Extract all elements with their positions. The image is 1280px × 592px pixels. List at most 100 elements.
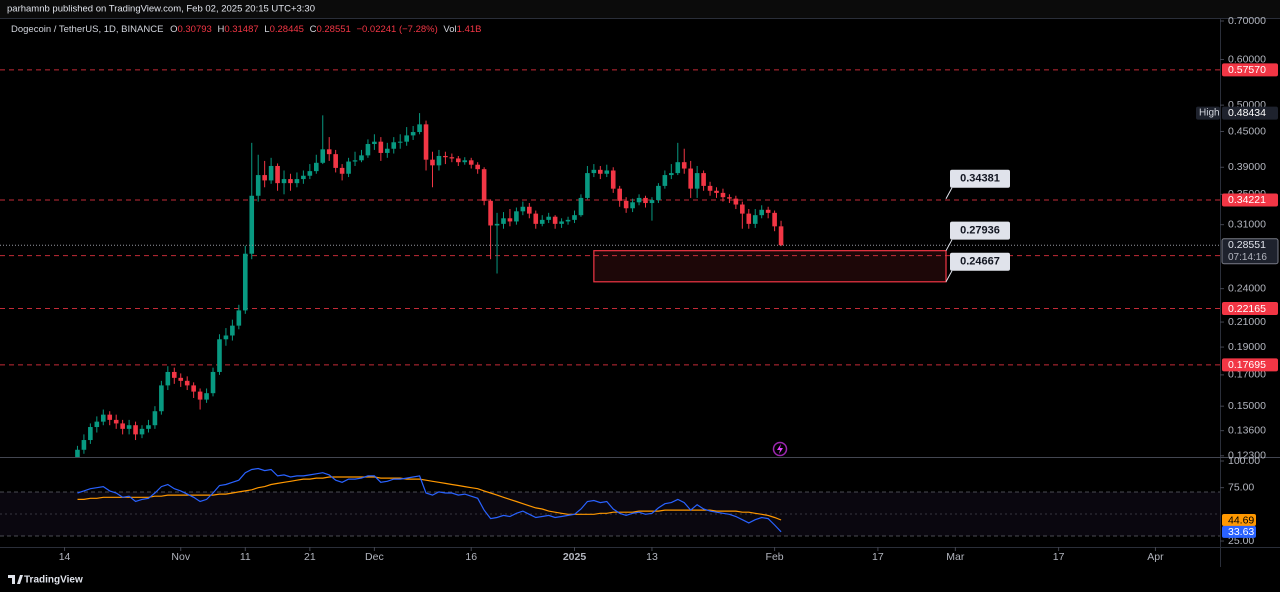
candle-body xyxy=(752,215,758,224)
candle-body xyxy=(359,155,364,161)
countdown: 07:14:16 xyxy=(1228,252,1267,263)
y-tick-label: 0.15000 xyxy=(1228,400,1266,412)
candle-body xyxy=(707,185,713,191)
x-tick-label: 16 xyxy=(465,551,477,563)
candle-body xyxy=(598,169,603,174)
logo-icon xyxy=(8,575,23,584)
candle-body xyxy=(301,175,306,180)
legend-l-value: 0.28445 xyxy=(270,24,304,35)
legend-h: H xyxy=(217,24,224,35)
candle-body xyxy=(746,213,752,224)
candle-body xyxy=(204,393,209,400)
legend-o: O xyxy=(170,24,177,35)
legend-vol: Vol xyxy=(443,24,456,35)
candle-body xyxy=(223,335,229,340)
candle-body xyxy=(585,173,590,198)
candle-body xyxy=(294,179,300,184)
callout-box xyxy=(950,221,1010,240)
candle-body xyxy=(249,195,255,254)
candle-body xyxy=(507,218,513,222)
candle-body xyxy=(527,206,532,214)
candle-body xyxy=(94,421,100,428)
candle-body xyxy=(610,170,616,189)
candle-body xyxy=(346,161,351,174)
legend-c: C xyxy=(310,24,317,35)
candle-body xyxy=(572,215,577,220)
candle-body xyxy=(591,169,597,174)
candle-body xyxy=(352,160,358,162)
y-tick-label: 0.17000 xyxy=(1228,369,1266,381)
candle-body xyxy=(410,132,416,136)
y-tick-label: 0.70000 xyxy=(1228,15,1266,27)
callout-pointer xyxy=(945,239,953,251)
candle-body xyxy=(462,160,468,163)
candle-body xyxy=(623,200,629,209)
candle-body xyxy=(494,223,500,226)
candle-body xyxy=(617,188,622,201)
candle-body xyxy=(669,173,674,176)
footer-bar xyxy=(0,567,1280,592)
rsi-band xyxy=(0,492,1220,536)
candle-body xyxy=(604,170,610,174)
candle-body xyxy=(159,385,164,412)
price-pane xyxy=(0,69,1220,457)
event-icon[interactable] xyxy=(772,441,788,457)
candle-body xyxy=(217,339,222,372)
candle-body xyxy=(740,204,745,214)
candle-body xyxy=(481,169,487,201)
x-tick-label: Apr xyxy=(1147,551,1164,563)
level-label: 0.22165 xyxy=(1228,303,1266,315)
candle-body xyxy=(456,158,461,163)
candle-body xyxy=(275,165,280,184)
zone xyxy=(593,250,947,283)
candle-body xyxy=(268,165,274,181)
x-tick-label: Feb xyxy=(766,551,784,563)
candle-body xyxy=(778,226,784,246)
candle-body xyxy=(694,173,700,189)
event-bolt xyxy=(777,444,783,454)
level-label-box xyxy=(1222,302,1278,316)
candle-body xyxy=(662,175,668,186)
y-tick-label: 0.60000 xyxy=(1228,53,1266,65)
candle-body xyxy=(733,198,739,205)
candle-body xyxy=(165,371,171,386)
high-tag-box xyxy=(1196,106,1220,120)
y-tick-label: 0.31000 xyxy=(1228,218,1266,230)
high-value-box xyxy=(1222,106,1278,120)
candle-body xyxy=(107,414,113,420)
candle-body xyxy=(475,164,480,170)
candle-body xyxy=(391,142,397,149)
candle-body xyxy=(681,162,687,169)
candle-body xyxy=(288,179,293,184)
candle-body xyxy=(468,160,474,165)
rsi-pane xyxy=(77,467,782,533)
x-tick-label: 21 xyxy=(304,551,316,563)
candle-body xyxy=(126,425,132,429)
candle-body xyxy=(520,206,526,212)
candle-body xyxy=(488,200,493,226)
candle-body xyxy=(443,155,448,158)
legend-vol-value: 1.41B xyxy=(457,24,482,35)
y-tick-label: 0.45000 xyxy=(1228,125,1266,137)
candle-body xyxy=(765,209,771,213)
candle-body xyxy=(514,211,519,222)
candle-body xyxy=(178,377,184,381)
y-tick-label: 0.24000 xyxy=(1228,282,1266,294)
candle-body xyxy=(565,219,571,222)
candle-body xyxy=(397,141,403,143)
candle-body xyxy=(210,371,216,394)
high-tag: High xyxy=(1199,108,1220,119)
candle-body xyxy=(333,154,338,168)
candle-body xyxy=(230,325,235,336)
rsi-value-box xyxy=(1222,525,1256,538)
candle-body xyxy=(701,173,706,186)
candle-body xyxy=(436,155,442,166)
candle-body xyxy=(636,197,642,203)
callout-label: 0.27936 xyxy=(960,225,1000,237)
brand: TradingView xyxy=(24,575,83,586)
candle-body xyxy=(326,149,332,155)
rsi-ma-line xyxy=(77,476,782,521)
candle-body xyxy=(262,175,267,181)
